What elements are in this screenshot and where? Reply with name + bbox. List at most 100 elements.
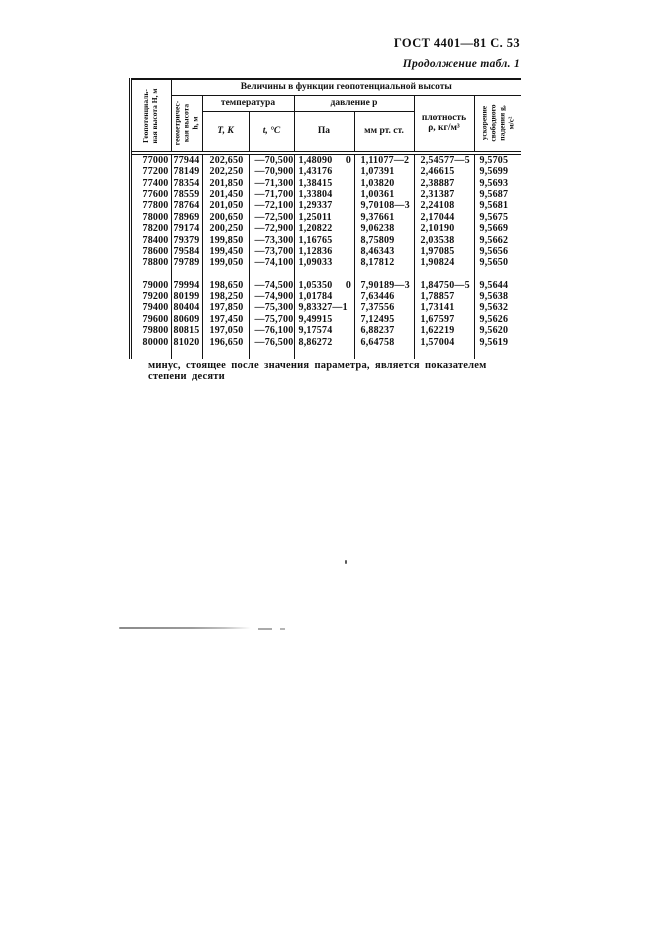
table-cell: 8,75809	[354, 234, 415, 246]
table-row: 79400 80404 197,850 —75,300 9,83327—1 7,37556…	[132, 302, 521, 314]
column-header-gravity: ускорение свободного падения g, м/с²	[474, 95, 521, 155]
table-row: 77600 78559 201,450 —71,700 1,33804 1,00361 2,…	[132, 188, 521, 201]
table-cell: 79379	[171, 234, 203, 246]
table-row: 79800 80815 197,050 —76,100 9,17574 6,88237 1,…	[132, 325, 521, 337]
table-row: 78400 79379 199,850 —73,300 1,16765 8,75809 2,…	[132, 234, 521, 246]
table-cell: 79400	[132, 302, 172, 314]
table-body-group-1: 77000 77944 202,650 —70,500 1,48090 0 1,11077…	[132, 153, 521, 269]
column-header-temperature-kelvin: Т, К	[202, 111, 250, 155]
table-cell: 7,12495	[354, 313, 415, 326]
table-cell: 202,650	[202, 153, 250, 166]
table-cell: —76,500	[249, 336, 295, 348]
table-cell: 79789	[171, 257, 203, 269]
table-cell: 78559	[171, 188, 203, 201]
table-cell: 1,07391	[354, 166, 415, 178]
table-cell: 8,46343	[354, 245, 415, 258]
table-cell: 6,88237	[354, 325, 415, 337]
table-cell: 79800	[132, 325, 172, 337]
table-cell: —70,500	[249, 153, 295, 166]
scan-artifact-dash	[280, 628, 285, 630]
table-cell: 196,650	[202, 336, 250, 348]
column-header-pressure-mmhg: мм рт. ст.	[354, 111, 415, 155]
column-header-pressure-pa: Па	[294, 111, 355, 155]
table-cell: 9,5656	[479, 245, 509, 257]
table-cell: 77200	[132, 166, 172, 178]
table-cell: 200,250	[202, 222, 250, 235]
table-cell: 80404	[171, 302, 203, 314]
table-cell: 1,00361	[354, 188, 415, 201]
table-row: 80000 81020 196,650 —76,500 8,86272 6,64758 1,…	[132, 336, 521, 348]
scan-artifact-line	[119, 627, 251, 629]
table-cell: 9,5638	[479, 291, 509, 303]
table-row: 77800 78764 201,050 —72,100 1,29337 9,70108—3…	[132, 200, 521, 212]
table-cell: 1,67597	[414, 313, 475, 326]
table-cell: —70,900	[249, 166, 295, 178]
table-cell: 1,62219	[414, 325, 475, 337]
table-cell: 77944	[171, 153, 203, 166]
table-cell: 78149	[171, 166, 203, 178]
table-cell: —75,300	[249, 302, 295, 314]
table-row: 77400 78354 201,850 —71,300 1,38415 1,03820 2,…	[132, 177, 521, 189]
table-cell: 201,850	[202, 177, 250, 189]
table-cell: 198,650	[202, 279, 250, 291]
table-cell: 2,54577—5	[414, 153, 475, 166]
table-cell: 1,48090 0	[294, 153, 355, 166]
table-cell: 7,37556	[354, 302, 415, 314]
table-cell: 81020	[171, 336, 203, 348]
table-cell: 2,10190	[414, 222, 475, 235]
table-cell: 1,01784	[294, 290, 355, 303]
table-cell: 9,17574	[294, 325, 355, 337]
table-cell: 1,20822	[294, 222, 355, 235]
table-cell: 9,5681	[479, 200, 509, 212]
table-cell: —72,900	[249, 222, 295, 235]
table-body-group-2: 79000 79994 198,650 —74,500 1,05350 0 7,90189…	[132, 279, 521, 348]
table-cell: 7,90189—3	[354, 279, 415, 291]
table-cell: 6,64758	[354, 336, 415, 348]
table-cell: 9,5662	[479, 234, 509, 246]
table-cell: —71,700	[249, 188, 295, 201]
table-cell: —72,500	[249, 211, 295, 223]
table-cell: —71,300	[249, 177, 295, 189]
table-cell: 9,5693	[479, 177, 509, 189]
table-cell: 1,05350 0	[294, 279, 355, 291]
table-cell: 9,5620	[479, 325, 509, 337]
table-cell: 9,5705	[479, 155, 509, 166]
table-cell: 1,57004	[414, 336, 475, 348]
table-row: 78800 79789 199,050 —74,100 1,09033 8,17812 1,…	[132, 257, 521, 269]
table-cell: 202,250	[202, 166, 250, 178]
table-cell: 78354	[171, 177, 203, 189]
table-row: 79600 80609 197,450 —75,700 9,49915 7,12495 1,…	[132, 313, 521, 326]
table-row: 77000 77944 202,650 —70,500 1,48090 0 1,11077…	[132, 153, 521, 166]
table-cell: —74,100	[249, 257, 295, 269]
table-cell: —75,700	[249, 313, 295, 326]
scan-artifact-dash	[258, 628, 272, 630]
table-cell: 9,37661	[354, 211, 415, 223]
table-cell: 79600	[132, 313, 172, 326]
table-cell: 1,12836	[294, 245, 355, 258]
table-cell: 78000	[132, 211, 172, 223]
table-cell: 9,5675	[479, 211, 509, 223]
table-tail-row	[132, 347, 521, 359]
table-cell: 9,06238	[354, 222, 415, 235]
table-cell: 2,03538	[414, 234, 475, 246]
table-row: 79200 80199 198,250 —74,900 1,01784 7,63446 1,…	[132, 290, 521, 303]
table-cell: 1,78857	[414, 290, 475, 303]
table-cell: 9,70108—3	[354, 200, 415, 212]
column-header-geopotential-height: Геопотенциаль- ная высота Н, м	[132, 79, 172, 155]
table-cell: 1,11077—2	[354, 153, 415, 166]
table-cell: 1,33804	[294, 188, 355, 201]
column-header-geometric-height: геометричес- кая высота h, м	[171, 95, 203, 155]
table-cell: 77400	[132, 177, 172, 189]
atmosphere-table-frame: Геопотенциаль- ная высота Н, м Величины …	[129, 78, 521, 359]
column-header-geometric-height-label: геометричес- кая высота h, м	[172, 101, 199, 146]
table-cell: 199,050	[202, 257, 250, 269]
table-cell: 1,84750—5	[414, 279, 475, 291]
table-cell: 201,050	[202, 200, 250, 212]
table-cell: —76,100	[249, 325, 295, 337]
table-row: 79000 79994 198,650 —74,500 1,05350 0 7,90189…	[132, 279, 521, 291]
table-cell: 9,5632	[479, 302, 509, 314]
table-row: 78000 78969 200,650 —72,500 1,25011 9,37661 2,…	[132, 211, 521, 223]
table-cell: 1,25011	[294, 211, 355, 223]
group-header-temperature: температура	[202, 95, 295, 112]
table-cell: 1,97085	[414, 245, 475, 258]
